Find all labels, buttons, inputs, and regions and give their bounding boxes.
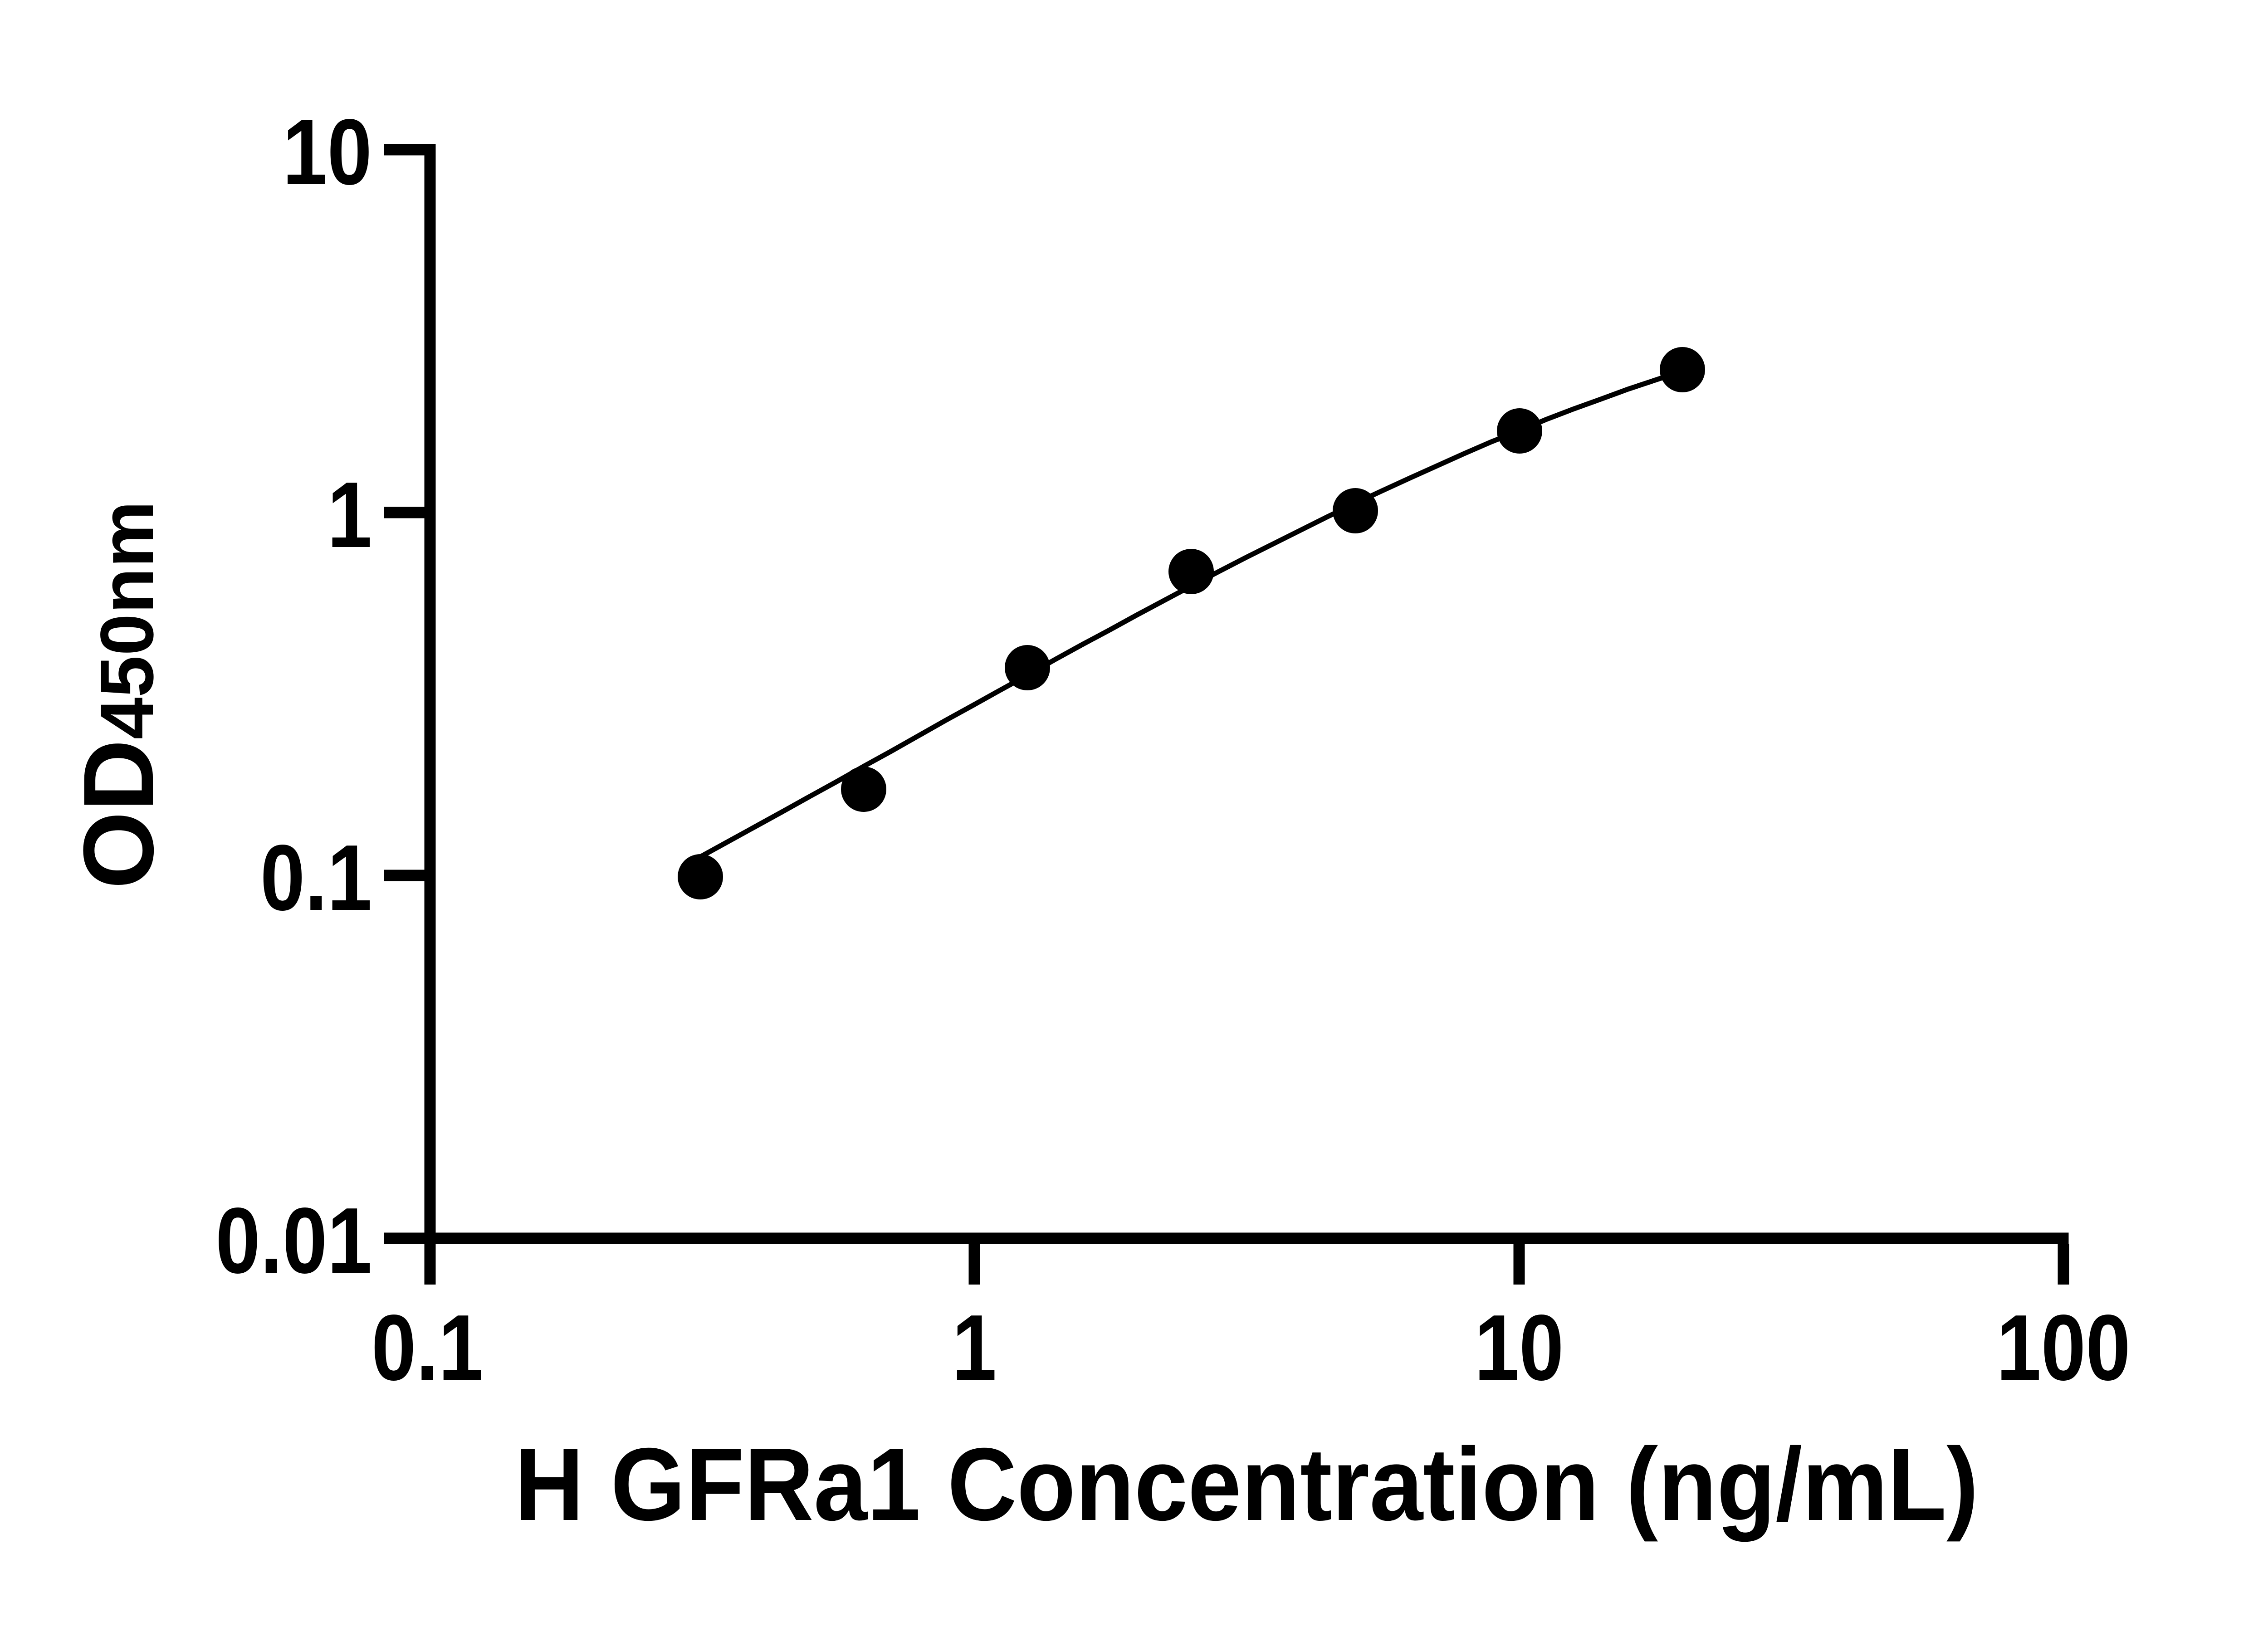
- svg-text:10: 10: [283, 99, 372, 204]
- svg-text:10: 10: [1474, 1295, 1564, 1400]
- svg-text:1: 1: [327, 462, 372, 567]
- svg-text:0.01: 0.01: [215, 1188, 372, 1293]
- svg-text:0.1: 0.1: [371, 1295, 483, 1400]
- svg-text:H GFRa1 Concentration (ng/mL): H GFRa1 Concentration (ng/mL): [514, 1427, 1979, 1542]
- svg-text:1: 1: [952, 1295, 997, 1400]
- svg-text:100: 100: [1996, 1295, 2131, 1400]
- svg-text:0.1: 0.1: [260, 825, 372, 930]
- svg-text:OD450nm: OD450nm: [63, 501, 174, 889]
